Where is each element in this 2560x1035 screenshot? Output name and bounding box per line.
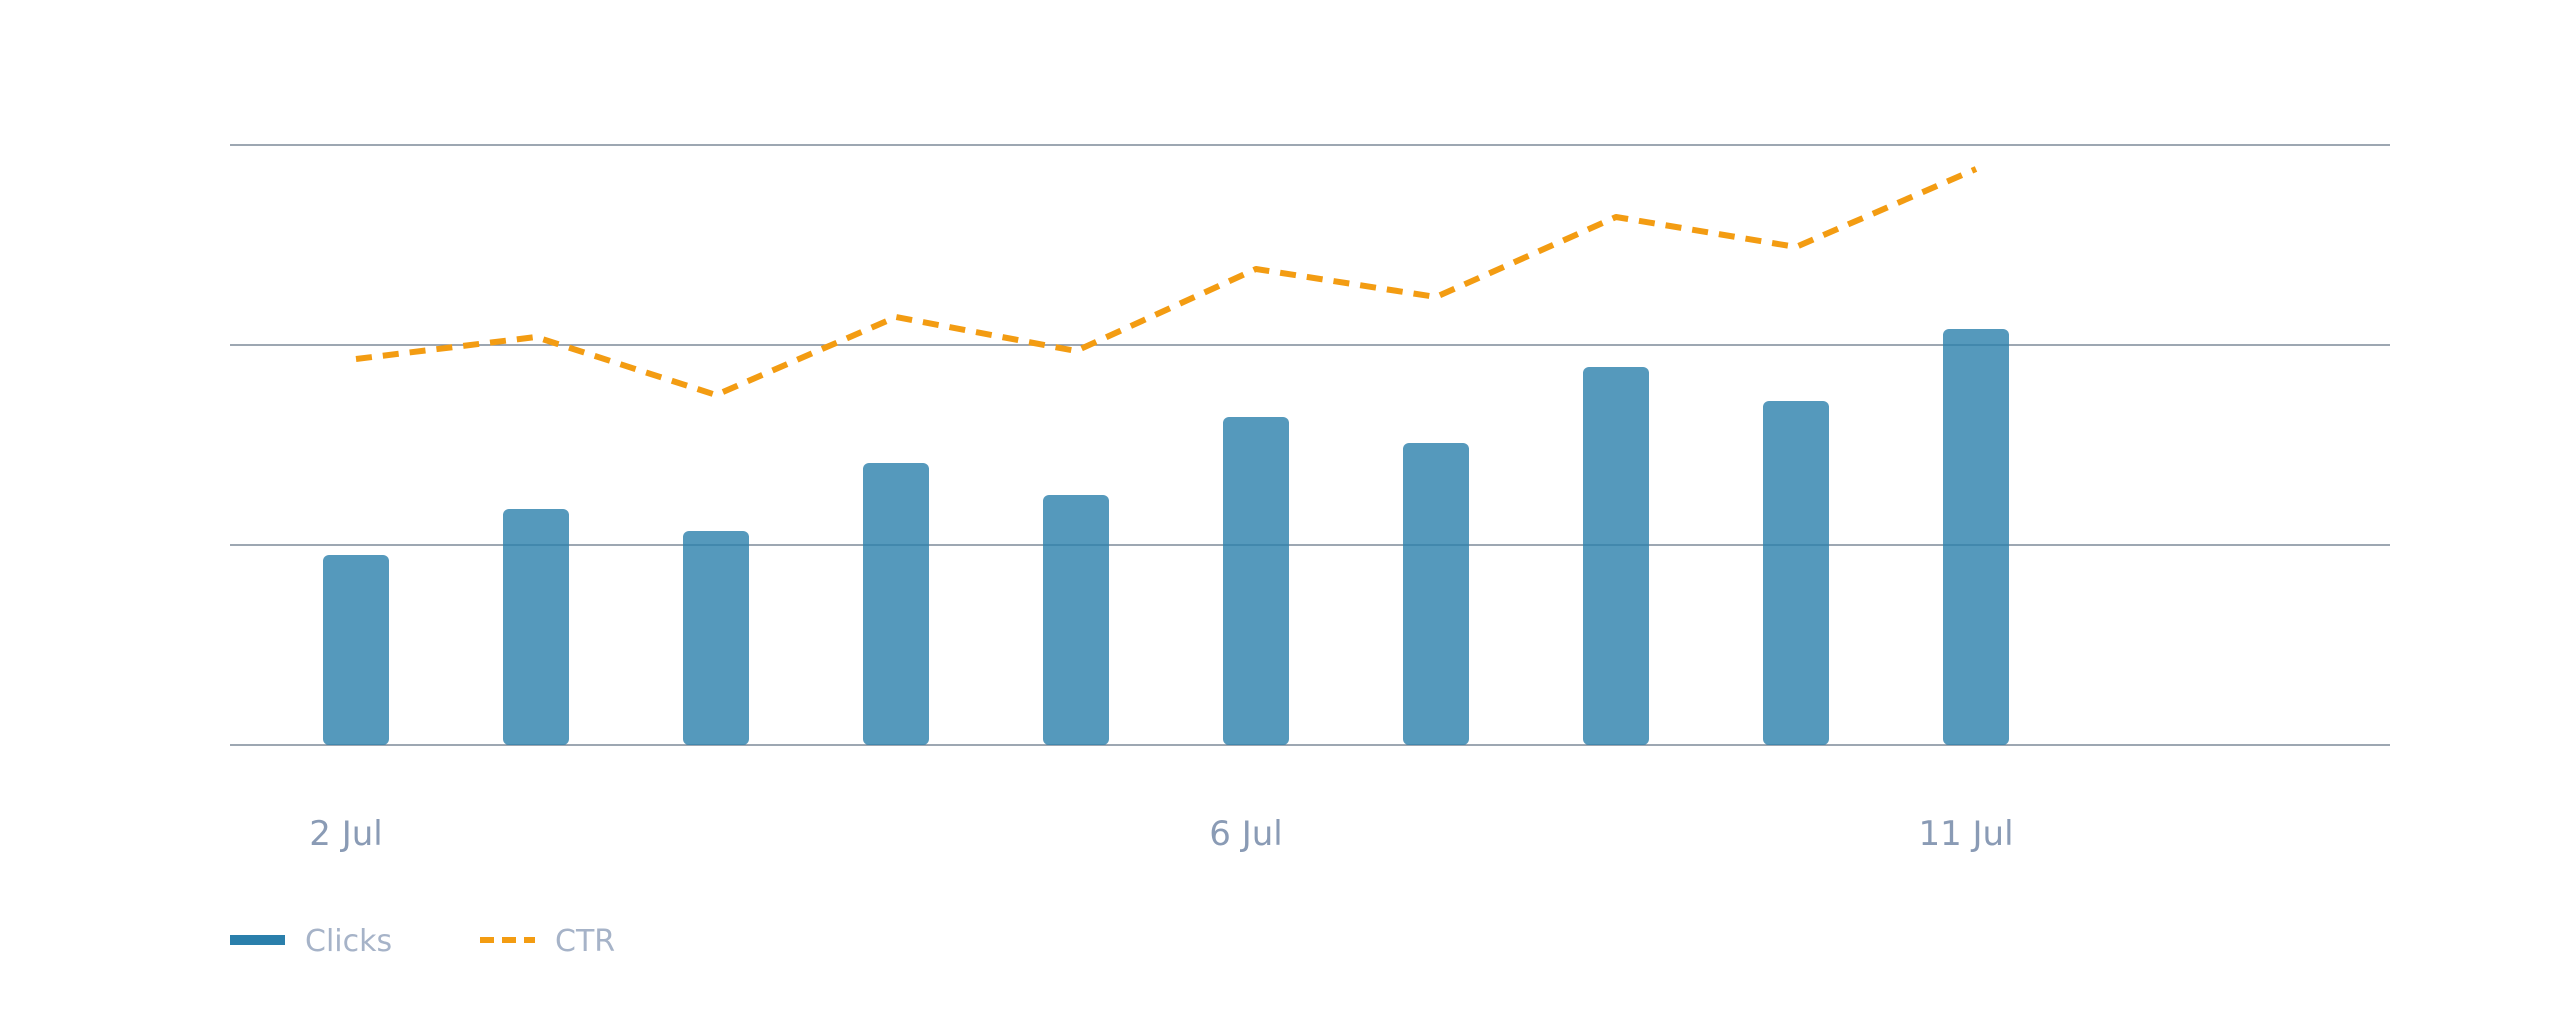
clicks-bar-7-jul — [1223, 417, 1289, 745]
ctr-line-path — [355, 166, 1978, 398]
clicks-bar-5-jul — [863, 463, 929, 745]
x-axis-tick-labels: 2 Jul 6 Jul 11 Jul — [309, 814, 2013, 854]
x-tick-label: 11 Jul — [1918, 814, 2013, 854]
legend-label-ctr: CTR — [555, 924, 615, 959]
clicks-bar-4-jul — [683, 531, 749, 745]
clicks-bar-9-jul — [1583, 367, 1649, 745]
clicks-bar-6-jul — [1043, 495, 1109, 745]
clicks-bar-10-jul — [1763, 401, 1829, 745]
x-tick-label: 2 Jul — [309, 814, 382, 854]
clicks-bar-2-jul — [323, 555, 389, 745]
gridlines — [230, 144, 2390, 746]
ctr-line — [355, 166, 1978, 398]
x-tick-label: 6 Jul — [1209, 814, 1282, 854]
legend-label-clicks: Clicks — [305, 924, 392, 959]
clicks-bars — [323, 329, 2009, 745]
clicks-bar-3-jul — [503, 509, 569, 745]
clicks-bar-8-jul — [1403, 443, 1469, 745]
clicks-bar-11-jul — [1943, 329, 2009, 745]
legend: Clicks CTR — [230, 924, 615, 959]
